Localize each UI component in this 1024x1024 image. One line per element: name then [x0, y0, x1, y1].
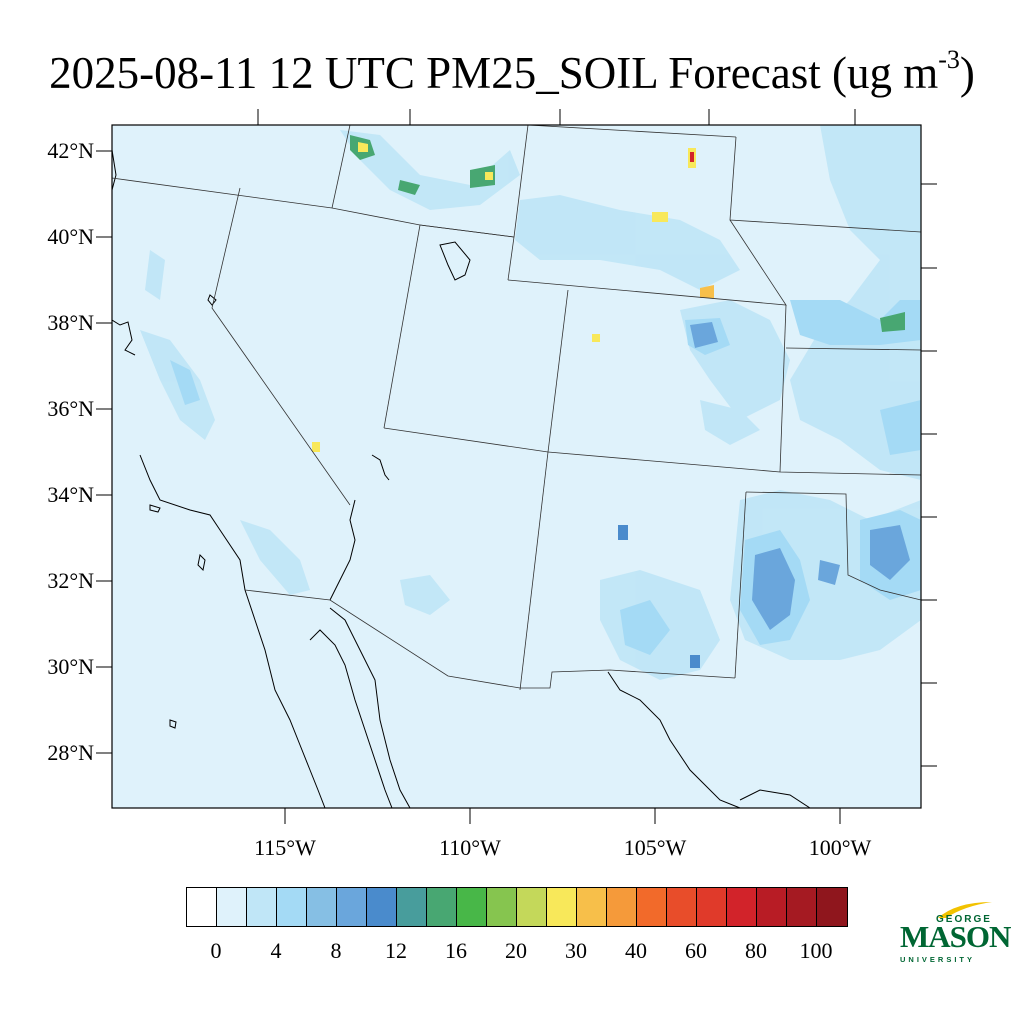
- logo-line-university: UNIVERSITY: [900, 955, 976, 964]
- colorbar-box: [787, 888, 817, 926]
- colorbar-box: [247, 888, 277, 926]
- lon-label-115: 115°W: [254, 835, 316, 860]
- colorbar-box: [367, 888, 397, 926]
- lat-label-38: 38°N: [47, 310, 94, 335]
- map-title: 2025-08-11 12 UTC PM25_SOIL Forecast (ug…: [0, 32, 1024, 101]
- george-mason-logo: GEORGE MASON UNIVERSITY: [896, 900, 1011, 970]
- colorbar-box: [607, 888, 637, 926]
- lat-label-32: 32°N: [47, 568, 94, 593]
- longitude-ticks-top: [257, 109, 856, 125]
- longitude-ticks-bottom: [284, 808, 841, 824]
- colorbar-box: [217, 888, 247, 926]
- map-background: [112, 125, 921, 808]
- concentration-hotspots: [312, 135, 905, 668]
- colorbar-box: [517, 888, 547, 926]
- colorbar-box: [667, 888, 697, 926]
- colorbar-label: 80: [745, 938, 767, 963]
- colorbar-box: [427, 888, 457, 926]
- colorbar-label: 30: [565, 938, 587, 963]
- title-close-paren: ): [959, 48, 975, 98]
- colorbar-box: [577, 888, 607, 926]
- lon-label-100: 100°W: [808, 835, 872, 860]
- lon-label-105: 105°W: [623, 835, 687, 860]
- colorbar-box: [277, 888, 307, 926]
- colorbar-label: 60: [685, 938, 707, 963]
- colorbar-label: 40: [625, 938, 647, 963]
- lat-label-30: 30°N: [47, 654, 94, 679]
- colorbar-box: [457, 888, 487, 926]
- colorbar-box: [547, 888, 577, 926]
- colorbar-box: [697, 888, 727, 926]
- coastlines: [112, 149, 811, 808]
- lon-label-110: 110°W: [439, 835, 501, 860]
- lat-label-28: 28°N: [47, 740, 94, 765]
- map-frame: [111, 124, 922, 809]
- colorbar-box: [397, 888, 427, 926]
- colorbar-box: [337, 888, 367, 926]
- logo-line-george: GEORGE: [936, 914, 992, 925]
- colorbar: [186, 887, 848, 927]
- title-text: 2025-08-11 12 UTC PM25_SOIL Forecast (ug…: [49, 48, 939, 98]
- colorbar-label: 4: [270, 938, 282, 963]
- latitude-ticks-left: [96, 150, 112, 754]
- colorbar-label: 0: [210, 938, 222, 963]
- colorbar-box: [757, 888, 787, 926]
- colorbar-box: [727, 888, 757, 926]
- lat-label-42: 42°N: [47, 138, 94, 163]
- colorbar-box: [637, 888, 667, 926]
- colorbar-box: [187, 888, 217, 926]
- colorbar-label: 100: [799, 938, 833, 963]
- state-boundaries: [112, 125, 921, 691]
- lat-label-40: 40°N: [47, 224, 94, 249]
- colorbar-label: 8: [330, 938, 342, 963]
- colorbar-box: [487, 888, 517, 926]
- logo-line-mason: MASON: [900, 919, 1011, 954]
- latitude-ticks-right: [921, 183, 937, 767]
- lat-label-34: 34°N: [47, 482, 94, 507]
- colorbar-label: 16: [445, 938, 467, 963]
- concentration-shading-high: [690, 322, 910, 630]
- colorbar-box: [307, 888, 337, 926]
- swoosh-icon: [938, 902, 992, 918]
- lat-label-36: 36°N: [47, 396, 94, 421]
- colorbar-label: 20: [505, 938, 527, 963]
- colorbar-box: [817, 888, 847, 926]
- title-unit-superscript: -3: [938, 45, 960, 74]
- colorbar-label: 12: [385, 938, 407, 963]
